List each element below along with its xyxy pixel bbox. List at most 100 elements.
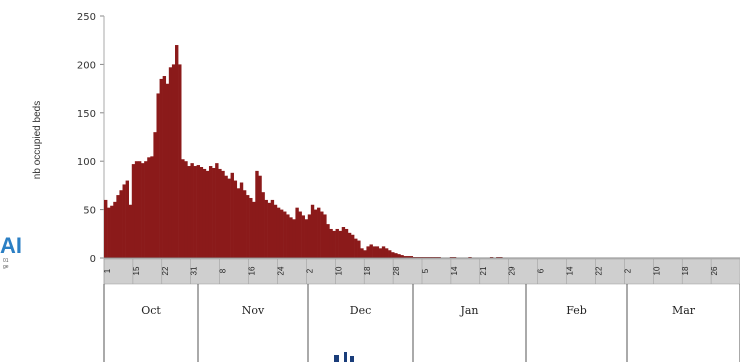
bar — [369, 244, 373, 258]
bar — [246, 195, 250, 258]
bar — [181, 159, 185, 258]
date-tick-label: 6 — [537, 268, 546, 273]
date-tick-label: 18 — [681, 266, 690, 275]
month-strip: Oct Nov Dec Jan Feb Mar — [103, 284, 740, 362]
bar — [286, 214, 290, 258]
bar — [279, 209, 284, 258]
bar — [270, 199, 275, 258]
bar — [304, 219, 309, 258]
bar — [208, 166, 213, 258]
bar — [110, 205, 114, 258]
bar — [171, 64, 176, 259]
bar — [403, 256, 407, 258]
bar — [205, 170, 210, 258]
bar — [283, 211, 287, 258]
bar — [261, 192, 265, 258]
bar — [178, 64, 182, 259]
y-tick-label: 250 — [77, 12, 96, 23]
bar — [165, 83, 170, 258]
bar — [301, 215, 305, 258]
logo-line2: ge — [3, 264, 9, 270]
date-tick-label: 10 — [652, 266, 661, 275]
bar — [267, 202, 272, 258]
bar — [193, 166, 197, 258]
bar — [289, 217, 293, 258]
bar — [258, 175, 262, 258]
bar — [159, 78, 163, 258]
date-tick-label: 31 — [190, 266, 199, 275]
bar — [292, 219, 296, 258]
bar — [375, 246, 380, 258]
bar — [230, 172, 234, 258]
bar — [378, 248, 383, 258]
y-tick-label: 200 — [77, 60, 96, 71]
bar — [357, 240, 361, 258]
date-tick-label: 21 — [479, 266, 488, 275]
date-tick-label: 16 — [248, 266, 257, 275]
bar — [119, 190, 123, 258]
bar — [329, 228, 333, 258]
bar — [360, 248, 364, 258]
y-tick-label: 50 — [83, 206, 96, 217]
date-cells: 1 15 22 31 8 16 24 2 10 18 28 5 14 21 29 6 14 22 2 10 18 26 — [103, 259, 719, 284]
bar — [332, 230, 336, 258]
bar — [354, 238, 358, 258]
bar — [298, 211, 302, 258]
bar — [276, 207, 281, 258]
bar — [168, 67, 173, 258]
bar — [307, 214, 312, 258]
bar — [252, 201, 256, 258]
bar — [338, 230, 343, 258]
bar — [249, 197, 253, 258]
bar — [224, 175, 228, 258]
logo: AI 01 ge — [0, 233, 22, 270]
bar — [104, 199, 108, 258]
y-axis: 0 50 100 150 200 250 — [77, 12, 105, 265]
bar — [391, 252, 395, 258]
month-label: Oct — [141, 304, 161, 317]
month-label: Feb — [566, 304, 587, 317]
bar — [116, 195, 120, 258]
date-tick-label: 2 — [623, 268, 632, 273]
y-axis-label: nb occupied beds — [32, 101, 43, 179]
bar — [187, 166, 191, 258]
bar — [190, 163, 194, 258]
bar — [313, 209, 318, 258]
date-tick-label: 22 — [594, 266, 603, 275]
bar — [344, 228, 349, 258]
bar — [212, 167, 216, 258]
bar — [184, 161, 188, 258]
date-tick-label: 26 — [710, 266, 719, 275]
date-tick-label: 8 — [219, 268, 228, 273]
date-tick-label: 28 — [392, 266, 401, 275]
bar — [239, 182, 244, 258]
bar — [384, 248, 389, 258]
bar — [131, 164, 136, 258]
bar — [134, 161, 139, 258]
bar — [202, 168, 207, 258]
bar — [153, 132, 157, 258]
bar — [175, 45, 179, 258]
bar — [236, 188, 241, 258]
y-tick-label: 0 — [90, 254, 96, 265]
bar — [141, 163, 145, 258]
bar — [156, 93, 160, 258]
bar — [196, 165, 201, 258]
bar — [147, 157, 151, 258]
bar — [242, 190, 247, 258]
bar — [317, 207, 321, 258]
bar — [363, 250, 367, 258]
bar — [394, 253, 398, 258]
bar — [381, 246, 386, 258]
y-tick-label: 150 — [77, 109, 96, 120]
bar — [162, 76, 167, 259]
date-tick-label: 14 — [566, 266, 575, 275]
bar — [310, 204, 315, 258]
bar — [113, 201, 117, 258]
bar — [273, 204, 278, 258]
date-tick-label: 5 — [421, 268, 430, 273]
date-tick-label: 15 — [132, 266, 141, 275]
month-label: Mar — [672, 304, 696, 317]
bar — [335, 228, 339, 258]
